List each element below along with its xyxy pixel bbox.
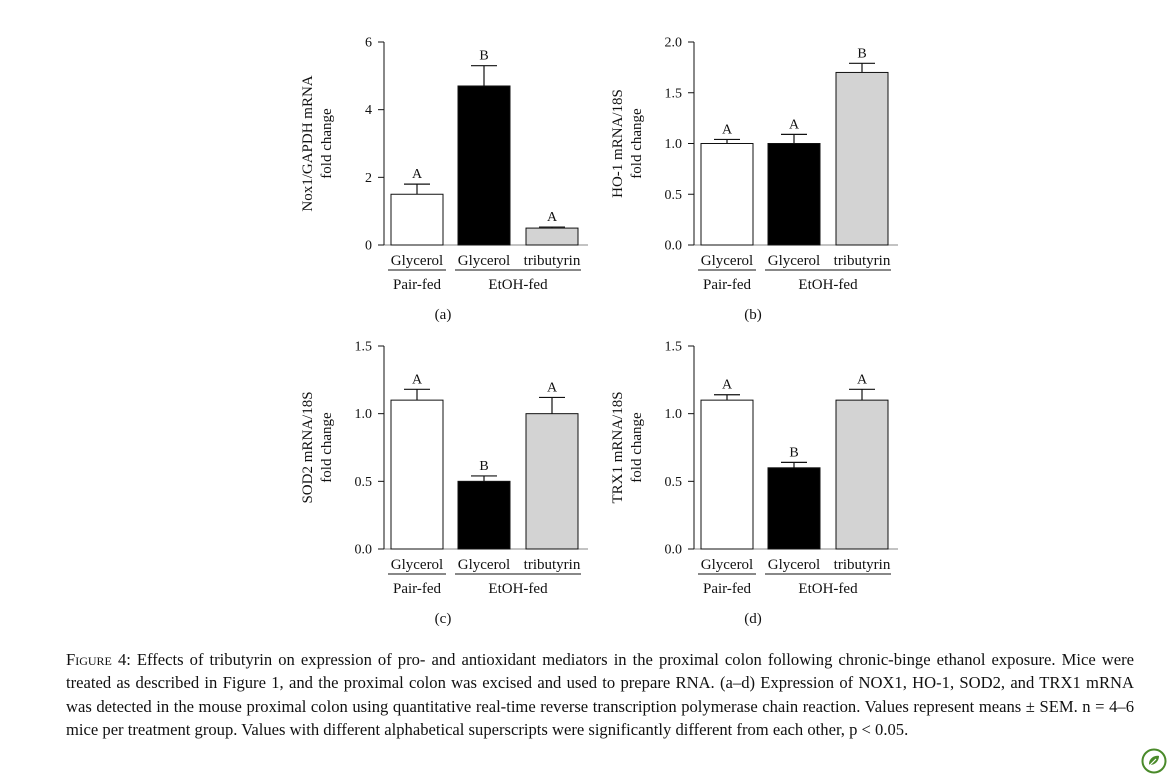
y-tick-label: 0.0 — [665, 543, 683, 558]
category-label: tributyrin — [834, 557, 891, 573]
significance-letter: A — [412, 372, 423, 387]
significance-letter: A — [722, 378, 733, 393]
category-label: tributyrin — [524, 253, 581, 269]
y-tick-label: 0.0 — [665, 239, 683, 254]
category-label: Glycerol — [458, 557, 510, 573]
category-label: tributyrin — [834, 253, 891, 269]
y-tick-label: 1.5 — [665, 340, 683, 355]
y-tick-label: 1.0 — [665, 407, 683, 422]
category-label: Glycerol — [701, 253, 753, 269]
category-label: Glycerol — [768, 253, 820, 269]
chart-svg-c: 0.0 0.5 1.0 1.5 SOD2 mRNA/18S fold change A B A G… — [300, 340, 588, 627]
category-label: Glycerol — [701, 557, 753, 573]
y-tick-label: 0.0 — [355, 543, 373, 558]
bar — [457, 480, 511, 550]
significance-letter: B — [857, 46, 866, 61]
significance-letter: A — [547, 380, 558, 395]
chart-svg-b: 0.0 0.5 1.0 1.5 2.0 HO-1 mRNA/18S fold change A… — [610, 36, 898, 323]
significance-letter: B — [479, 49, 488, 64]
group-label: Pair-fed — [703, 581, 752, 597]
bar — [835, 399, 889, 550]
y-axis-label: fold change — [629, 412, 645, 483]
y-tick-label: 1.5 — [665, 86, 683, 101]
y-tick-label: 2 — [365, 171, 372, 186]
panel-label: (d) — [744, 611, 762, 627]
significance-letter: B — [479, 459, 488, 474]
category-label: Glycerol — [458, 253, 510, 269]
chart-panel-a: 0 2 4 6 Nox1/GAPDH mRNA fold change A B A Glycero… — [290, 30, 620, 330]
group-label: Pair-fed — [703, 277, 752, 293]
chart-svg-a: 0 2 4 6 Nox1/GAPDH mRNA fold change A B A Glycero… — [300, 36, 588, 323]
category-label: Glycerol — [768, 557, 820, 573]
y-axis-label: fold change — [629, 108, 645, 179]
group-label: Pair-fed — [393, 581, 442, 597]
y-tick-label: 1.0 — [355, 407, 373, 422]
bar — [767, 143, 821, 246]
y-axis-label: Nox1/GAPDH mRNA — [300, 75, 316, 211]
y-tick-label: 6 — [365, 36, 372, 51]
significance-letter: A — [857, 372, 868, 387]
y-tick-label: 0 — [365, 239, 372, 254]
figure-caption: Figure 4: Effects of tributyrin on expre… — [66, 648, 1134, 742]
panel-label: (b) — [744, 307, 762, 323]
chart-panel-d: 0.0 0.5 1.0 1.5 TRX1 mRNA/18S fold change A B A G… — [600, 334, 930, 634]
category-label: tributyrin — [524, 557, 581, 573]
category-label: Glycerol — [391, 557, 443, 573]
caption-label: Figure 4: — [66, 650, 131, 669]
chart-svg-d: 0.0 0.5 1.0 1.5 TRX1 mRNA/18S fold change A B A G… — [610, 340, 898, 627]
panel-label: (a) — [435, 307, 452, 323]
y-axis-label: fold change — [319, 108, 335, 179]
group-label: Pair-fed — [393, 277, 442, 293]
y-axis-label: TRX1 mRNA/18S — [610, 391, 626, 503]
caption-text: Effects of tributyrin on expression of p… — [66, 650, 1135, 740]
y-tick-label: 1.5 — [355, 340, 373, 355]
chart-panel-c: 0.0 0.5 1.0 1.5 SOD2 mRNA/18S fold change A B A G… — [290, 334, 620, 634]
group-label: EtOH-fed — [798, 277, 858, 293]
bar — [767, 467, 821, 550]
publisher-logo-icon — [1141, 748, 1167, 774]
significance-letter: A — [789, 117, 800, 132]
y-axis-label: fold change — [319, 412, 335, 483]
bar — [525, 413, 579, 550]
bar — [835, 71, 889, 246]
bar — [390, 193, 444, 246]
group-label: EtOH-fed — [488, 581, 548, 597]
panel-label: (c) — [435, 611, 452, 627]
significance-letter: A — [412, 167, 423, 182]
bar — [457, 85, 511, 246]
y-tick-label: 1.0 — [665, 137, 683, 152]
y-axis-label: HO-1 mRNA/18S — [610, 89, 626, 198]
y-tick-label: 4 — [365, 103, 372, 118]
significance-letter: A — [547, 210, 558, 225]
significance-letter: A — [722, 122, 733, 137]
bar — [390, 399, 444, 550]
y-tick-label: 0.5 — [665, 188, 683, 203]
y-tick-label: 2.0 — [665, 36, 683, 51]
significance-letter: B — [789, 445, 798, 460]
bar — [700, 399, 754, 550]
y-tick-label: 0.5 — [665, 475, 683, 490]
y-tick-label: 0.5 — [355, 475, 373, 490]
group-label: EtOH-fed — [488, 277, 548, 293]
chart-panel-b: 0.0 0.5 1.0 1.5 2.0 HO-1 mRNA/18S fold change A… — [600, 30, 930, 330]
group-label: EtOH-fed — [798, 581, 858, 597]
bar — [525, 227, 579, 246]
category-label: Glycerol — [391, 253, 443, 269]
y-axis-label: SOD2 mRNA/18S — [300, 391, 316, 503]
bar — [700, 143, 754, 246]
